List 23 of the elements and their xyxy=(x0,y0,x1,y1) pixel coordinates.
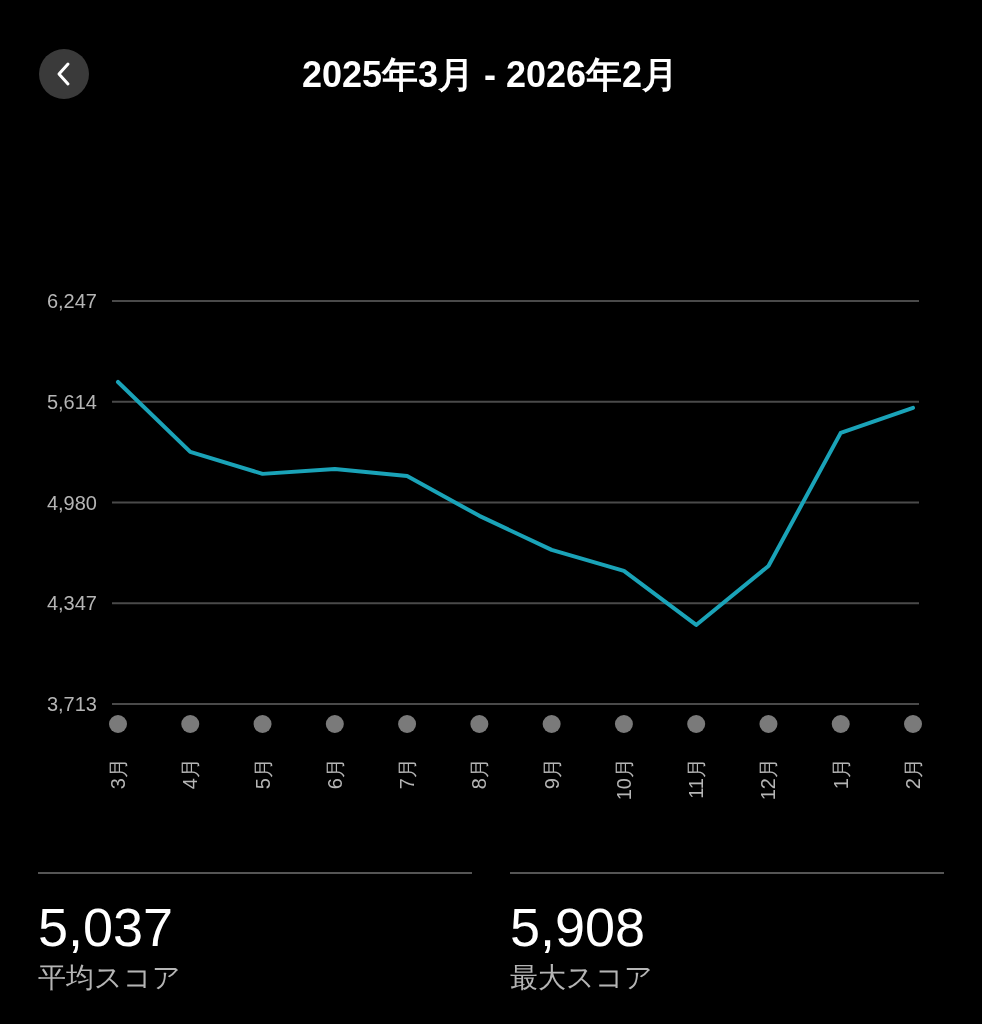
y-tick-label: 5,614 xyxy=(46,390,97,413)
x-tick-label: 3月 xyxy=(107,758,129,790)
chart-title: 2025年3月 - 2026年2月 xyxy=(301,54,679,95)
x-tick-label: 5月 xyxy=(251,758,274,790)
x-tick-label: 6月 xyxy=(323,758,346,790)
y-tick-label: 3,713 xyxy=(46,693,97,715)
x-tick-label: 7月 xyxy=(396,758,419,790)
x-tick-label: 12月 xyxy=(757,758,780,801)
text: 5,908 xyxy=(510,897,646,957)
text: 平均スコア xyxy=(38,962,181,993)
x-tick-label: 4月 xyxy=(179,758,202,790)
x-tick-label: 2月 xyxy=(902,758,924,790)
line-series xyxy=(116,379,915,627)
x-tick-label: 11月 xyxy=(685,758,708,799)
y-tick-label: 6,247 xyxy=(46,290,97,312)
y-tick-label: 4,347 xyxy=(46,592,97,615)
x-tick-label: 1月 xyxy=(829,758,852,790)
x-tick-label: 8月 xyxy=(468,758,491,790)
text: 5,037 xyxy=(38,897,174,957)
y-tick-label: 4,980 xyxy=(46,491,97,514)
text: 最大スコア xyxy=(510,962,653,993)
x-tick-label: 9月 xyxy=(540,758,563,790)
x-tick-label: 10月 xyxy=(612,758,635,801)
